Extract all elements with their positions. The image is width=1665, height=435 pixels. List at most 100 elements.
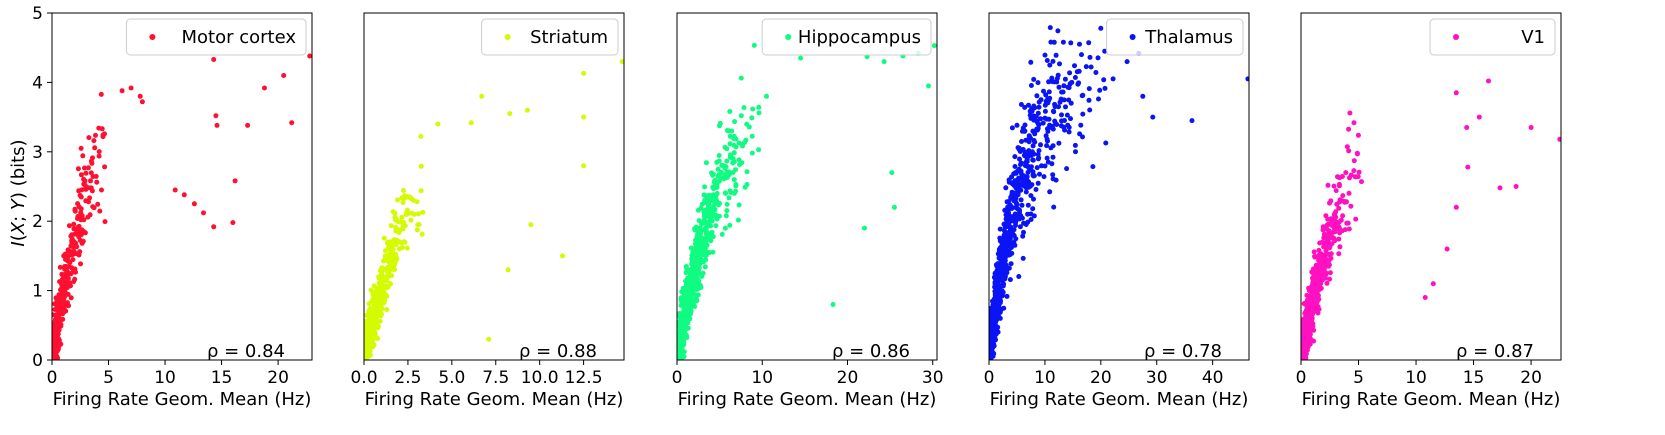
scatter-point: [88, 178, 93, 184]
x-axis-label: Firing Rate Geom. Mean (Hz): [990, 389, 1249, 410]
scatter-point: [1031, 196, 1036, 202]
scatter-point: [1026, 184, 1031, 190]
scatter-point: [78, 210, 84, 216]
scatter-point: [1310, 291, 1316, 297]
scatter-point: [731, 159, 737, 165]
scatter-point: [995, 313, 1001, 319]
scatter-point: [1348, 203, 1354, 209]
scatter-point: [102, 219, 108, 225]
scatter-point: [1326, 258, 1332, 264]
scatter-point: [677, 350, 682, 356]
scatter-point: [72, 276, 78, 282]
scatter-point: [1034, 165, 1040, 171]
scatter-point: [1321, 267, 1327, 272]
scatter-point: [1072, 63, 1077, 69]
scatter-point: [1320, 224, 1326, 230]
scatter-point: [364, 321, 369, 327]
scatter-point: [1001, 281, 1007, 287]
scatter-point: [415, 222, 421, 228]
scatter-point: [697, 232, 703, 238]
scatter-point: [369, 339, 375, 345]
scatter-point: [1327, 252, 1333, 258]
scatter-point: [54, 323, 60, 329]
scatter-point: [1078, 122, 1084, 128]
scatter-point: [931, 43, 937, 49]
scatter-point: [1066, 97, 1072, 103]
scatter-point: [1314, 254, 1320, 260]
scatter-point: [1044, 116, 1050, 122]
scatter-point: [724, 201, 730, 207]
scatter-point: [52, 354, 55, 360]
scatter-point: [756, 110, 762, 116]
scatter-point: [692, 304, 698, 309]
scatter-point: [727, 188, 733, 194]
scatter-point: [1453, 204, 1459, 210]
scatter-point: [1087, 54, 1093, 60]
scatter-point: [990, 306, 996, 312]
x-tick-label: 15: [1463, 368, 1485, 388]
scatter-point: [724, 158, 730, 164]
scatter-point: [1096, 96, 1101, 102]
scatter-point: [69, 252, 75, 258]
scatter-point: [1050, 154, 1056, 160]
legend-label: Striatum: [530, 27, 608, 48]
scatter-point: [1301, 321, 1305, 327]
scatter-point: [1331, 183, 1337, 189]
scatter-point: [91, 138, 97, 144]
scatter-point: [386, 264, 392, 270]
scatter-point: [699, 220, 705, 225]
scatter-point: [78, 261, 83, 267]
scatter-point: [1359, 179, 1364, 185]
scatter-point: [756, 147, 762, 153]
scatter-point: [1348, 172, 1354, 178]
scatter-point: [1339, 174, 1345, 179]
scatter-point: [245, 122, 251, 128]
scatter-point: [1301, 344, 1307, 350]
scatter-point: [1088, 64, 1094, 70]
scatter-point: [1336, 181, 1342, 187]
scatter-point: [72, 240, 77, 246]
scatter-point: [688, 266, 694, 272]
scatter-point: [1001, 255, 1007, 260]
scatter-point: [1006, 236, 1012, 242]
scatter-point: [1035, 80, 1041, 86]
scatter-point: [64, 282, 70, 288]
legend-box: [1429, 18, 1556, 56]
scatter-point: [505, 267, 511, 273]
scatter-point: [731, 150, 737, 156]
scatter-point: [95, 201, 101, 207]
scatter-point: [731, 177, 737, 183]
scatter-point: [60, 298, 66, 304]
scatter-point: [990, 298, 995, 304]
x-tick-label: 15: [211, 368, 233, 388]
scatter-point: [1022, 104, 1028, 110]
scatter-point: [1335, 226, 1341, 232]
scatter-point: [1076, 80, 1082, 86]
scatter-point: [365, 329, 371, 335]
scatter-point: [995, 276, 1001, 282]
scatter-point: [399, 245, 405, 250]
scatter-point: [695, 242, 701, 247]
scatter-point: [67, 260, 73, 265]
scatter-point: [414, 199, 420, 205]
scatter-point: [581, 70, 587, 76]
scatter-point: [1354, 151, 1360, 157]
scatter-point: [1050, 108, 1056, 114]
scatter-point: [93, 132, 98, 138]
legend-marker: [149, 34, 156, 40]
scatter-point: [1301, 338, 1304, 343]
scatter-point: [703, 238, 709, 244]
scatter-point: [707, 210, 713, 216]
y-tick-label: 5: [32, 4, 43, 24]
scatter-point: [82, 178, 88, 184]
scatter-point: [719, 162, 725, 168]
scatter-point: [262, 85, 267, 91]
scatter-point: [693, 270, 699, 276]
scatter-point: [862, 225, 867, 231]
scatter-point: [695, 207, 701, 213]
legend-label: Thalamus: [1144, 27, 1233, 48]
scatter-point: [728, 153, 733, 159]
scatter-point: [750, 106, 756, 112]
